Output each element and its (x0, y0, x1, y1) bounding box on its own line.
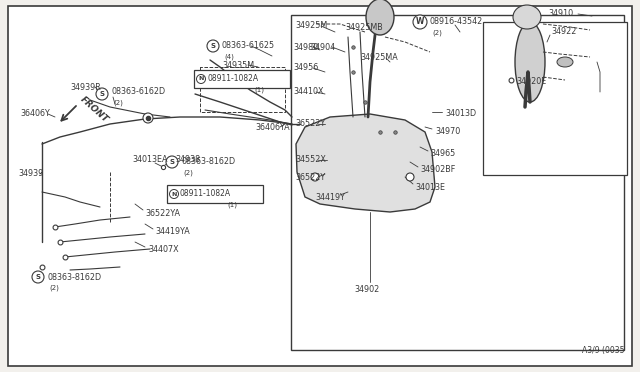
Text: (2): (2) (113, 100, 123, 106)
FancyBboxPatch shape (194, 70, 290, 88)
Ellipse shape (366, 0, 394, 35)
Text: 08363-8162D: 08363-8162D (181, 157, 235, 167)
Text: 08911-1082A: 08911-1082A (180, 189, 231, 198)
Text: W: W (416, 17, 424, 26)
Text: 34925MB: 34925MB (345, 22, 383, 32)
Text: 34935M: 34935M (222, 61, 254, 70)
Text: 08363-8162D: 08363-8162D (47, 273, 101, 282)
Text: 34407X: 34407X (148, 246, 179, 254)
Circle shape (166, 156, 178, 168)
FancyBboxPatch shape (167, 185, 263, 203)
Ellipse shape (513, 5, 541, 29)
Text: 36406YA: 36406YA (255, 122, 290, 131)
Text: 36406Y: 36406Y (20, 109, 50, 119)
Text: 34970: 34970 (435, 128, 460, 137)
Circle shape (207, 40, 219, 52)
Text: 34013D: 34013D (445, 109, 476, 119)
Text: 34925M: 34925M (295, 22, 327, 31)
Text: (1): (1) (227, 202, 237, 208)
Text: 34013EA: 34013EA (132, 154, 168, 164)
Text: (4): (4) (224, 54, 234, 60)
Text: 34910: 34910 (548, 10, 573, 19)
Text: (2): (2) (432, 30, 442, 36)
Text: 36522YA: 36522YA (145, 209, 180, 218)
Circle shape (143, 113, 153, 123)
Text: 34410X: 34410X (293, 87, 323, 96)
Text: S: S (170, 159, 175, 165)
Text: A3/9 (0035: A3/9 (0035 (582, 346, 625, 355)
Text: 34013E: 34013E (415, 183, 445, 192)
FancyBboxPatch shape (8, 6, 632, 366)
Text: S: S (211, 43, 216, 49)
Text: (1): (1) (254, 87, 264, 93)
Text: 08363-61625: 08363-61625 (222, 42, 275, 51)
Text: 34920E: 34920E (516, 77, 547, 86)
Text: 34419YA: 34419YA (155, 228, 189, 237)
Text: 36522Y: 36522Y (295, 173, 325, 182)
Circle shape (170, 189, 179, 199)
Ellipse shape (515, 22, 545, 102)
Text: 36522Y: 36522Y (295, 119, 325, 128)
Circle shape (196, 74, 205, 83)
Text: 34956: 34956 (293, 64, 318, 73)
Text: 34965: 34965 (430, 150, 455, 158)
Text: 08911-1082A: 08911-1082A (207, 74, 258, 83)
Polygon shape (296, 114, 435, 212)
Text: 34922: 34922 (551, 28, 577, 36)
Text: N: N (198, 77, 204, 81)
Circle shape (32, 271, 44, 283)
Text: 34902BF: 34902BF (420, 166, 455, 174)
Text: 34925MA: 34925MA (360, 54, 397, 62)
FancyBboxPatch shape (291, 15, 624, 350)
Text: 34902: 34902 (355, 285, 380, 295)
Text: 34939R: 34939R (70, 83, 100, 92)
Circle shape (406, 173, 414, 181)
Text: (2): (2) (49, 285, 59, 291)
Text: 34419Y: 34419Y (315, 192, 345, 202)
Text: 34939: 34939 (18, 170, 44, 179)
Text: 34938: 34938 (175, 154, 200, 164)
Text: S: S (35, 274, 40, 280)
Text: (2): (2) (183, 170, 193, 176)
FancyBboxPatch shape (483, 22, 627, 175)
Text: S: S (99, 91, 104, 97)
Text: 08916-43542: 08916-43542 (430, 17, 483, 26)
Ellipse shape (557, 57, 573, 67)
Text: 08363-6162D: 08363-6162D (111, 87, 165, 96)
Text: 34980: 34980 (293, 44, 318, 52)
Text: 34552X: 34552X (295, 155, 326, 164)
Text: N: N (172, 192, 177, 196)
Circle shape (413, 15, 427, 29)
Text: 34904: 34904 (310, 42, 335, 51)
Circle shape (96, 88, 108, 100)
Text: FRONT: FRONT (78, 95, 109, 125)
Circle shape (311, 173, 319, 181)
